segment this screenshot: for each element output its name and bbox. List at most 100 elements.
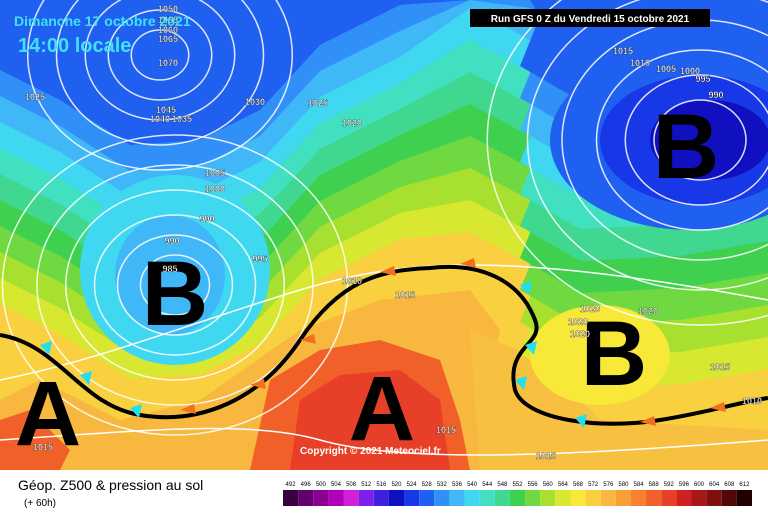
scale-swatch [661, 490, 676, 506]
scale-label: 592 [664, 482, 675, 488]
scale-label: 512 [361, 482, 372, 488]
isobar-label: 985 [162, 264, 177, 274]
scale-label: 496 [301, 482, 312, 488]
isobar-label: 1070 [158, 58, 178, 68]
scale-swatch [359, 490, 374, 506]
scale-label: 504 [331, 482, 342, 488]
isobar-label: 1010 [742, 396, 762, 406]
run-info: Run GFS 0 Z du Vendredi 15 octobre 2021 [491, 14, 690, 25]
copyright: Copyright © 2021 Meteociel.fr [300, 446, 441, 457]
isobar-label: 1000 [205, 184, 225, 194]
isobar-label: 1065 [158, 34, 178, 44]
scale-label: 520 [391, 482, 402, 488]
isobar-label: 1020 [342, 118, 362, 128]
scale-swatch [646, 490, 661, 506]
isobar-label: 1020 [580, 304, 600, 314]
scale-swatch [449, 490, 464, 506]
scale-label: 552 [512, 482, 523, 488]
pressure-center: B [653, 96, 719, 198]
scale-swatch [616, 490, 631, 506]
isobar-label: 1010 [342, 276, 362, 286]
isobar-label: 1015 [710, 362, 730, 372]
scale-label: 564 [558, 482, 569, 488]
scale-label: 576 [603, 482, 614, 488]
scale-label: 548 [497, 482, 508, 488]
scale-swatch [298, 490, 313, 506]
isobar-label: 1020 [638, 306, 658, 316]
scale-swatch [586, 490, 601, 506]
scale-swatch [676, 490, 691, 506]
scale-swatch [691, 490, 706, 506]
pressure-center: A [349, 358, 415, 460]
scale-label: 516 [376, 482, 387, 488]
scale-label: 508 [346, 482, 357, 488]
scale-label: 492 [286, 482, 297, 488]
scale-label: 524 [407, 482, 418, 488]
isobar-label: 1015 [395, 290, 415, 300]
scale-swatch [525, 490, 540, 506]
scale-label: 556 [528, 482, 539, 488]
scale-label: 584 [634, 482, 645, 488]
scale-swatch [419, 490, 434, 506]
isobar-label: 1040 [150, 114, 170, 124]
date: Dimanche 17 octobre 2021 [14, 13, 191, 29]
scale-swatch [404, 490, 419, 506]
scale-swatch [570, 490, 585, 506]
pressure-center: B [581, 303, 647, 405]
isobar-label: 1015 [436, 425, 456, 435]
scale-label: 560 [543, 482, 554, 488]
forecast-lead: (+ 60h) [24, 498, 56, 509]
scale-swatch [601, 490, 616, 506]
scale-swatch [480, 490, 495, 506]
scale-swatch [510, 490, 525, 506]
scale-label: 580 [618, 482, 629, 488]
scale-label: 600 [694, 482, 705, 488]
isobar-label: 1005 [205, 168, 225, 178]
scale-swatch [737, 490, 752, 506]
scale-swatch [283, 490, 298, 506]
scale-label: 588 [649, 482, 660, 488]
scale-swatch [434, 490, 449, 506]
scale-swatch [540, 490, 555, 506]
scale-swatch [313, 490, 328, 506]
isobar-label: 1025 [25, 92, 45, 102]
local-time: 14:00 locale [18, 35, 131, 57]
isobar-label: 1010 [630, 58, 650, 68]
scale-label: 544 [482, 482, 493, 488]
scale-label: 604 [709, 482, 720, 488]
isobar-label: 990 [708, 90, 723, 100]
scale-swatch [344, 490, 359, 506]
scale-swatch [389, 490, 404, 506]
scale-label: 500 [316, 482, 327, 488]
footer-title: Géop. Z500 & pression au sol [18, 477, 203, 493]
scale-label: 528 [422, 482, 433, 488]
scale-swatch [631, 490, 646, 506]
scale-label: 532 [437, 482, 448, 488]
scale-label: 540 [467, 482, 478, 488]
isobar-label: 1020 [568, 317, 588, 327]
scale-label: 568 [573, 482, 584, 488]
isobar-label: 995 [695, 74, 710, 84]
isobar-label: 990 [164, 236, 179, 246]
isobar-label: 1035 [172, 114, 192, 124]
footer: Géop. Z500 & pression au sol (+ 60h) 492… [0, 470, 768, 512]
scale-swatch [555, 490, 570, 506]
isobar-label: 995 [252, 254, 267, 264]
isobar-label: 1020 [570, 329, 590, 339]
isobar-label: 1015 [536, 451, 556, 461]
scale-swatch [495, 490, 510, 506]
scale-label: 612 [739, 482, 750, 488]
scale-label: 596 [679, 482, 690, 488]
scale-swatch [722, 490, 737, 506]
isobar-label: 1025 [308, 98, 328, 108]
isobar-label: 1005 [656, 64, 676, 74]
scale-label: 608 [724, 482, 735, 488]
isobar-label: 1015 [33, 442, 53, 452]
scale-label: 572 [588, 482, 599, 488]
scale-swatch [465, 490, 480, 506]
isobar-label: 1030 [245, 97, 265, 107]
pressure-center: B [142, 243, 208, 345]
isobar-label: 990 [199, 214, 214, 224]
